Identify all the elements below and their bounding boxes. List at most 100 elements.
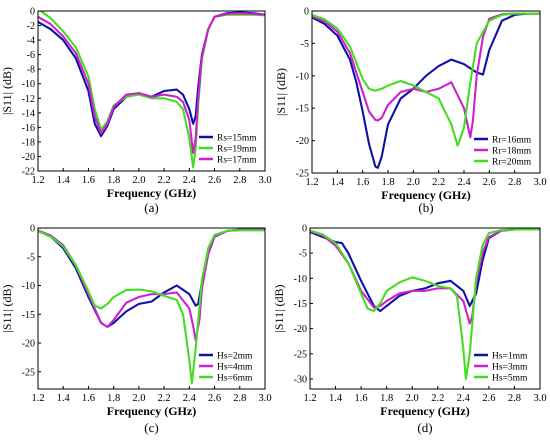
x-tick-label: 1.4 [57, 175, 71, 186]
y-tick-label: -25 [22, 367, 35, 378]
y-tick-label: -12 [22, 94, 35, 105]
x-tick-label: 2.6 [208, 393, 221, 404]
series-line-3 [312, 12, 540, 147]
x-tick-label: 1.4 [329, 393, 343, 404]
series-line-3 [310, 228, 540, 380]
y-tick-label: -15 [294, 299, 307, 310]
series-line-2 [38, 228, 265, 342]
series-line-3 [38, 229, 265, 385]
y-tick-label: -18 [22, 137, 35, 148]
x-tick-label: 1.2 [305, 177, 318, 188]
y-axis-title: |S11| (dB) [272, 284, 286, 332]
x-tick-label: 2.6 [482, 393, 495, 404]
legend-entry: Rs=15mm [217, 134, 257, 144]
y-tick-label: 0 [304, 7, 309, 18]
x-tick-label: 1.6 [355, 393, 368, 404]
x-tick-label: 1.6 [82, 393, 95, 404]
series-line-1 [310, 228, 540, 313]
x-tick-label: 3.0 [258, 393, 271, 404]
x-tick-label: 1.8 [107, 393, 120, 404]
legend-entry: Rs=17mm [217, 156, 257, 166]
x-tick-label: 1.4 [57, 393, 71, 404]
legend-entry: Rr=18mm [492, 147, 532, 157]
legend-entry: Hs=1mm [492, 352, 528, 362]
x-tick-label: 2.4 [457, 393, 471, 404]
x-tick-label: 1.6 [356, 177, 369, 188]
x-tick-label: 1.4 [331, 177, 345, 188]
x-tick-label: 2.0 [406, 393, 419, 404]
y-axis-title: |S11| (dB) [0, 67, 14, 115]
x-tick-label: 3.0 [258, 175, 271, 186]
chart-panel-4: 1.2 1.4 1.6 1.8 2.0 2.2 2.4 2.6 2.8 3.0 0 -5 -10 -15 -… [272, 224, 547, 436]
x-tick-label: 2.2 [432, 177, 445, 188]
plot-frame [309, 227, 541, 390]
y-tick-label: 0 [302, 224, 307, 235]
x-tick-label: 1.8 [381, 177, 394, 188]
legend-entry: Hs=6mm [217, 374, 253, 384]
x-tick-label: 2.0 [407, 177, 420, 188]
y-tick-label: -14 [22, 108, 35, 119]
y-tick-label: -2 [27, 21, 35, 32]
series-line-1 [38, 11, 265, 138]
y-tick-label: -10 [22, 281, 35, 292]
x-tick-label: 2.2 [431, 393, 444, 404]
panel-label: (d) [417, 420, 432, 435]
x-tick-label: 2.8 [233, 175, 246, 186]
panel-label: (c) [144, 420, 158, 435]
legend-entry: Rr=20mm [492, 158, 532, 168]
legend-entry: Hs=2mm [217, 352, 253, 362]
series-line-2 [310, 228, 540, 325]
x-tick-label: 2.2 [158, 393, 171, 404]
x-tick-label: 2.4 [457, 177, 471, 188]
x-tick-label: 1.2 [303, 393, 316, 404]
y-tick-label: -5 [299, 249, 307, 260]
x-tick-label: 3.0 [533, 177, 546, 188]
y-tick-label: -15 [22, 310, 35, 321]
x-tick-label: 2.8 [233, 393, 246, 404]
y-tick-label: -5 [27, 252, 35, 263]
x-tick-label: 2.6 [483, 177, 496, 188]
x-tick-label: 3.0 [533, 393, 546, 404]
y-tick-label: -25 [294, 349, 307, 360]
y-tick-label: 0 [30, 224, 35, 235]
y-tick-label: -30 [294, 374, 307, 385]
x-tick-label: 2.0 [132, 393, 145, 404]
x-tick-label: 2.8 [508, 177, 521, 188]
x-tick-label: 2.2 [158, 175, 171, 186]
y-tick-label: -5 [301, 39, 309, 50]
y-tick-label: -6 [27, 50, 35, 61]
x-tick-label: 2.4 [183, 175, 197, 186]
plot-frame [37, 227, 266, 390]
y-tick-label: -20 [294, 324, 307, 335]
panel-label: (b) [418, 200, 433, 215]
y-tick-label: -25 [296, 169, 309, 180]
y-tick-label: 0 [30, 7, 35, 18]
legend-entry: Rr=16mm [492, 136, 532, 146]
series-line-1 [312, 12, 540, 169]
x-tick-label: 2.4 [183, 393, 197, 404]
x-tick-label: 2.8 [508, 393, 521, 404]
y-axis-title: |S11| (dB) [0, 284, 14, 332]
y-tick-label: -10 [296, 71, 309, 82]
legend-entry: Hs=3mm [492, 363, 528, 373]
chart-panel-3: 1.2 1.4 1.6 1.8 2.0 2.2 2.4 2.6 2.8 3.0 0 -5 -10 -15 -… [0, 224, 272, 436]
x-axis-title: Frequency (GHz) [381, 188, 470, 202]
chart-panel-1: 1.2 1.4 1.6 1.8 2.0 2.2 2.4 2.6 2.8 3.0 0 -2 -4 -6 -8 -… [0, 7, 272, 216]
y-tick-label: -4 [27, 36, 35, 47]
x-axis-title: Frequency (GHz) [107, 404, 196, 418]
y-tick-label: -16 [22, 123, 35, 134]
x-axis-title: Frequency (GHz) [380, 404, 469, 418]
legend-entry: Hs=5mm [492, 374, 528, 384]
y-tick-label: -20 [22, 152, 35, 163]
y-tick-label: -8 [27, 65, 35, 76]
series-line-3 [38, 12, 265, 154]
x-tick-label: 1.8 [380, 393, 393, 404]
legend-entry: Hs=4mm [217, 363, 253, 373]
plot-frame [311, 10, 541, 174]
x-tick-label: 1.8 [107, 175, 120, 186]
series-line-1 [38, 228, 265, 328]
y-axis-title: |S11| (dB) [274, 68, 288, 116]
x-tick-label: 1.6 [82, 175, 95, 186]
y-tick-label: -20 [22, 339, 35, 350]
y-tick-label: -22 [22, 167, 35, 178]
